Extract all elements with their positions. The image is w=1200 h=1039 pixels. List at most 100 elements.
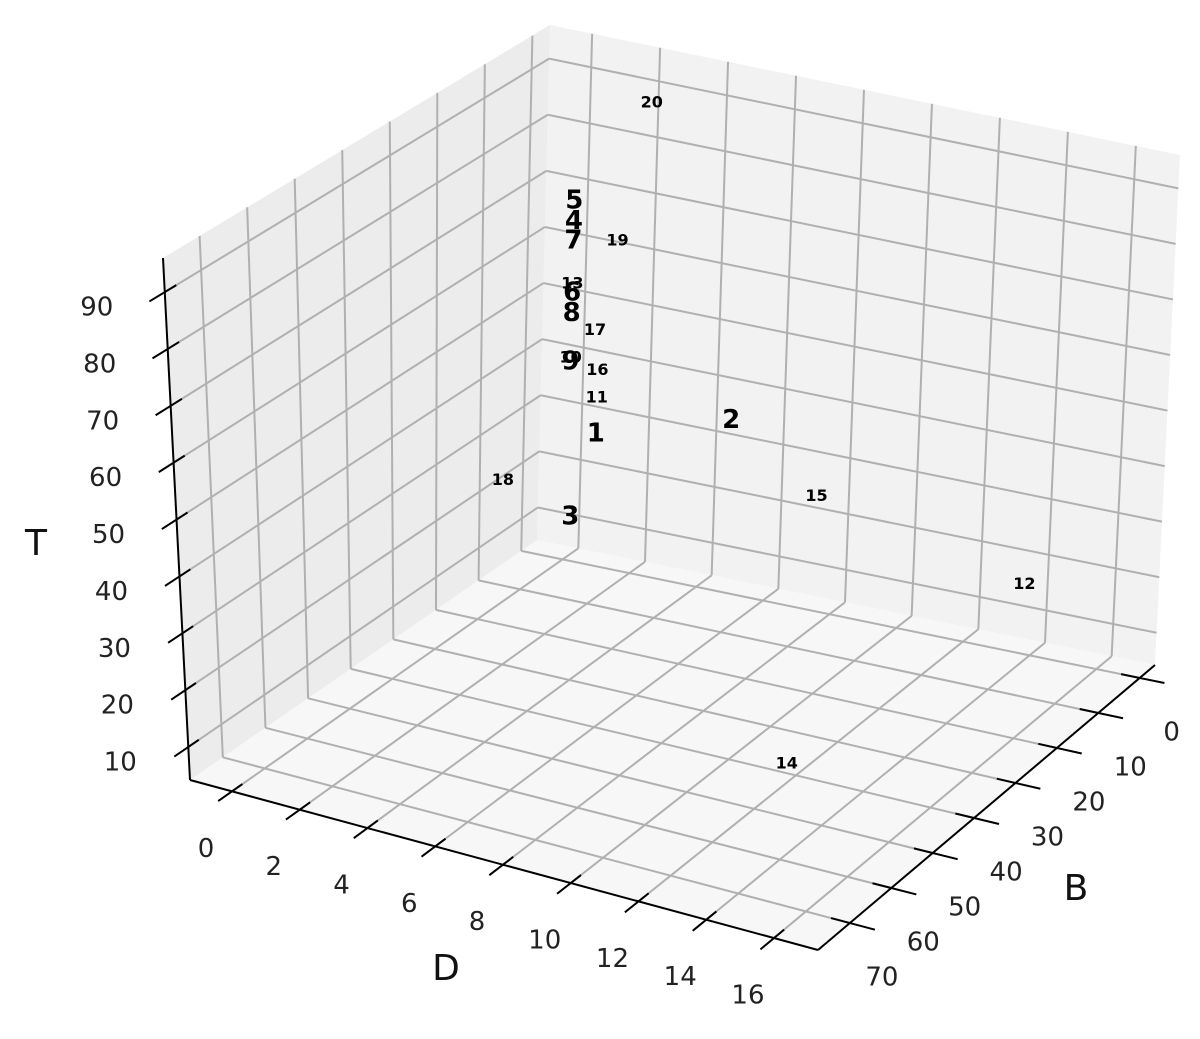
x-tick — [488, 856, 514, 877]
grid-line — [350, 667, 975, 819]
y-tick — [996, 777, 1041, 790]
z-tick-label: 20 — [101, 691, 134, 721]
y-tick — [1079, 708, 1124, 720]
z-tick-label: 40 — [95, 577, 128, 607]
grid-line — [521, 549, 1140, 679]
grid-line — [546, 169, 1174, 301]
point-label: 2 — [722, 405, 740, 435]
z-tick-label: 30 — [98, 634, 131, 664]
x-tick — [692, 910, 718, 932]
x-tick-label: 2 — [265, 852, 282, 882]
point-label: 5 — [565, 186, 583, 216]
x-tick-label: 8 — [469, 907, 486, 937]
z-tick-label: 10 — [104, 748, 137, 778]
z-tick-label: 60 — [89, 463, 122, 493]
grid-line — [170, 170, 547, 407]
grid-line — [544, 225, 1171, 356]
grid-line — [540, 394, 1163, 523]
z-tick — [170, 682, 197, 701]
point-label: 20 — [641, 92, 663, 111]
x-tick-label: 16 — [731, 981, 764, 1011]
grid-line — [435, 608, 1058, 749]
grid — [164, 33, 1179, 939]
x-tick-label: 4 — [333, 871, 350, 901]
y-tick — [1120, 673, 1165, 685]
point-label: 8 — [563, 298, 581, 328]
grid-line — [178, 338, 543, 578]
z-tick-label: 90 — [80, 293, 113, 323]
y-tick — [830, 917, 876, 931]
grid-line — [478, 579, 1099, 714]
point-label: 16 — [586, 360, 608, 379]
pane — [537, 25, 1180, 665]
x-tick — [353, 819, 379, 839]
z-tick-label: 80 — [83, 349, 116, 379]
y-tick-label: 20 — [1072, 787, 1105, 817]
grid-line — [541, 338, 1165, 468]
y-tick-label: 30 — [1031, 822, 1064, 852]
y-tick — [955, 812, 1000, 825]
y-tick — [872, 882, 917, 896]
y-tick-label: 50 — [948, 893, 981, 923]
grid-line — [175, 282, 545, 521]
y-tick — [913, 847, 958, 861]
x-tick — [759, 928, 785, 951]
x-tick-label: 12 — [596, 944, 629, 974]
grid-line — [393, 638, 1016, 784]
z-tick — [155, 397, 183, 417]
point-label: 3 — [561, 502, 579, 532]
grid-line — [543, 282, 1168, 412]
y-tick-label: 70 — [865, 963, 898, 993]
x-tick-label: 0 — [198, 834, 215, 864]
x-tick — [556, 874, 582, 895]
grid-line — [181, 394, 542, 635]
grid-line — [222, 756, 851, 925]
grid-line — [548, 57, 1179, 190]
point-label: 12 — [1013, 574, 1035, 593]
z-tick — [161, 511, 189, 530]
z-tick — [167, 625, 194, 644]
grid-line — [187, 506, 539, 748]
x-tick-label: 14 — [664, 962, 697, 992]
y-tick-label: 10 — [1114, 752, 1147, 782]
y-tick-label: 60 — [907, 928, 940, 958]
point-label: 15 — [805, 486, 827, 505]
y-axis-label: B — [1064, 868, 1089, 909]
x-tick-label: 10 — [528, 926, 561, 956]
z-tick — [158, 454, 186, 473]
x-tick — [420, 837, 447, 858]
y-tick-label: 0 — [1163, 717, 1180, 747]
x-tick — [217, 783, 243, 802]
point-label: 19 — [606, 231, 628, 250]
grid-line — [307, 697, 933, 854]
x-tick — [624, 892, 650, 914]
z-tick — [151, 341, 180, 360]
z-tick — [173, 739, 200, 758]
grid-line — [265, 726, 892, 889]
point-label: 18 — [492, 470, 514, 489]
grid-line — [173, 226, 546, 464]
grid-line — [184, 450, 540, 691]
point-label: 1 — [587, 418, 605, 448]
z-tick — [164, 568, 191, 587]
point-label: 14 — [776, 754, 798, 773]
y-tick — [1038, 742, 1082, 755]
point-label: 9 — [562, 347, 580, 377]
point-label: 17 — [584, 320, 606, 339]
x-axis-label: D — [432, 948, 460, 989]
grid-line — [164, 57, 550, 293]
point-label: 10 — [560, 348, 582, 367]
point-label: 6 — [563, 278, 581, 308]
grid-line — [547, 113, 1176, 245]
axes: 0246810121416010203040506070102030405060… — [80, 257, 1180, 1011]
point-label: 11 — [586, 387, 608, 406]
z-axis-label: T — [24, 523, 48, 564]
grid-line — [167, 113, 549, 350]
point-label: 13 — [561, 274, 583, 293]
z-tick — [148, 284, 177, 303]
grid-line — [537, 506, 1157, 634]
point-label: 4 — [565, 206, 583, 236]
